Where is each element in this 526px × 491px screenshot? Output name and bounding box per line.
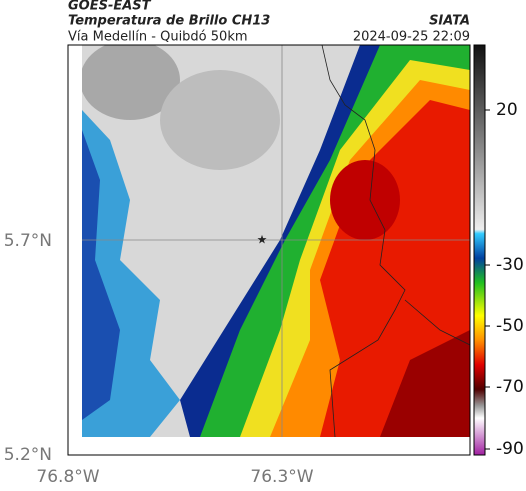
- source: GOES-EAST: [68, 0, 152, 14]
- colorbar: [473, 44, 486, 456]
- colorbar-tick-label: -50: [496, 316, 524, 336]
- colorbar-tick-label: 20: [496, 100, 518, 120]
- lon-label: 76.3°W: [250, 467, 313, 487]
- lat-label: 5.2°N: [4, 445, 52, 465]
- satellite-image: ★: [82, 45, 470, 437]
- colorbar-tick-label: -90: [496, 439, 524, 459]
- lat-label: 5.7°N: [4, 231, 52, 251]
- colorbar-tick-label: -70: [496, 377, 524, 397]
- route: Vía Medellín - Quibdó 50km: [68, 30, 248, 45]
- lon-label: 76.8°W: [36, 467, 99, 487]
- colorbar-tick-label: -30: [496, 255, 524, 275]
- title: Temperatura de Brillo CH13: [68, 14, 270, 29]
- svg-text:★: ★: [257, 233, 268, 247]
- datetime: 2024-09-25 22:09: [353, 30, 470, 45]
- brand: SIATA: [429, 14, 470, 29]
